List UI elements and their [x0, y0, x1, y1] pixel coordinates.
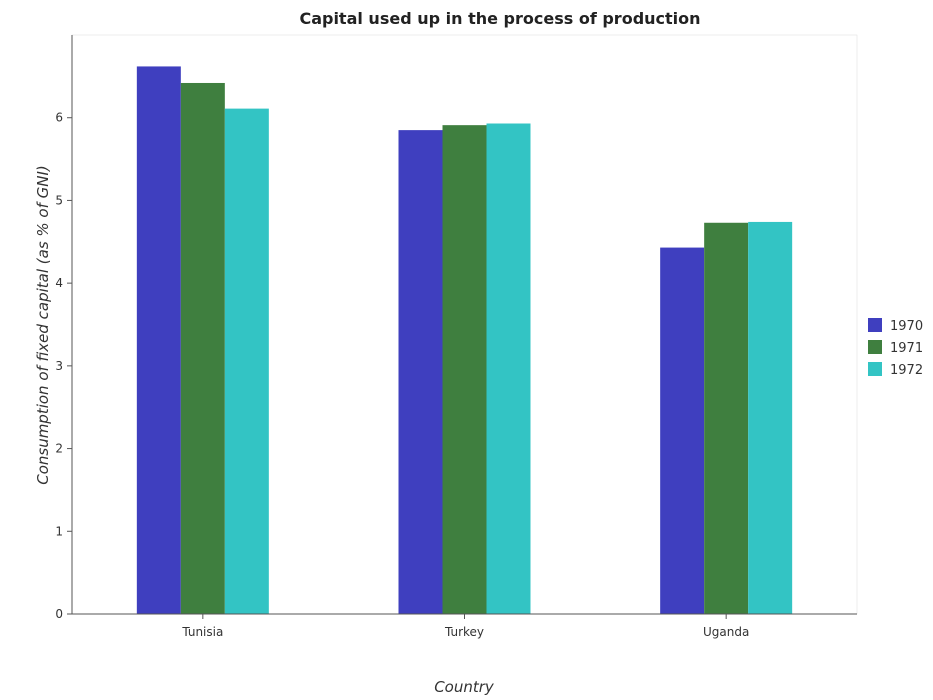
bar-turkey-1970	[398, 130, 443, 614]
bar-uganda-1971	[704, 222, 749, 615]
y-tick-label: 4	[55, 276, 63, 290]
y-tick-label: 5	[55, 193, 63, 207]
y-tick-label: 3	[55, 359, 63, 373]
bar-uganda-1970	[660, 247, 705, 614]
x-tick-label: Tunisia	[181, 625, 223, 639]
x-tick-label: Turkey	[444, 625, 484, 639]
x-tick-label: Uganda	[703, 625, 749, 639]
bar-turkey-1971	[442, 125, 487, 614]
bars-group	[136, 66, 793, 615]
legend-label-1970: 1970	[890, 319, 923, 334]
legend-label-1971: 1971	[890, 341, 923, 356]
bar-uganda-1972	[748, 221, 793, 615]
bar-tunisia-1970	[136, 66, 181, 615]
bar-tunisia-1972	[224, 108, 269, 614]
y-tick-label: 0	[55, 607, 63, 621]
legend-swatch-1970	[868, 318, 882, 332]
bar-turkey-1972	[486, 123, 531, 615]
x-axis: Tunisia Turkey Uganda	[72, 613, 857, 639]
y-tick-label: 1	[55, 524, 63, 538]
legend-label-1972: 1972	[890, 363, 923, 378]
legend-swatch-1971	[868, 340, 882, 354]
y-tick-label: 2	[55, 442, 63, 456]
legend: 1970 1971 1972	[868, 318, 923, 378]
legend-swatch-1972	[868, 362, 882, 376]
y-axis: 0 1 2 3 4 5 6	[55, 35, 73, 621]
bar-tunisia-1971	[180, 82, 225, 614]
x-axis-title: Country	[434, 678, 495, 696]
y-axis-title: Consumption of fixed capital (as % of GN…	[34, 165, 52, 485]
y-tick-label: 6	[55, 111, 63, 125]
chart-title: Capital used up in the process of produc…	[299, 9, 700, 28]
